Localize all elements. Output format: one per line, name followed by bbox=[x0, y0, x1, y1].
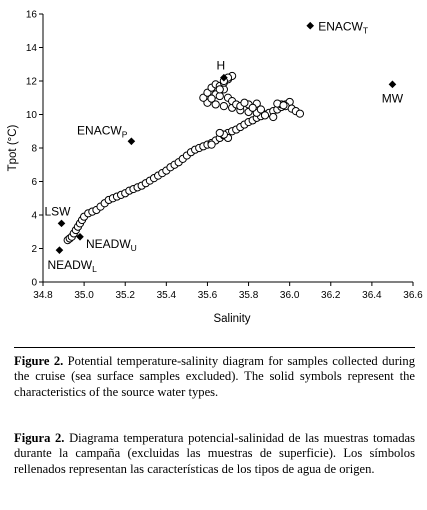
sample-point bbox=[207, 140, 216, 149]
sample-point bbox=[279, 101, 288, 110]
figure-caption-english: Figure 2. Potential temperature-salinity… bbox=[14, 354, 415, 400]
axes: 0 2 4 6 8 10 12 14 16 34.8 35.0 35.2 35.4 35.6 35.8 36.… bbox=[26, 10, 423, 302]
caption-figure-label: Figura 2. bbox=[14, 431, 65, 445]
x-tick-label: 36.6 bbox=[403, 290, 423, 301]
sample-point bbox=[295, 109, 305, 118]
caption-divider bbox=[14, 347, 415, 348]
y-tick-label: 10 bbox=[26, 110, 38, 121]
y-tick-label: 14 bbox=[26, 43, 38, 54]
sample-point bbox=[207, 94, 216, 103]
water-type-marker bbox=[306, 21, 315, 30]
y-tick-label: 6 bbox=[31, 177, 37, 188]
water-type-marker bbox=[388, 80, 397, 89]
water-type-label: H bbox=[217, 59, 226, 73]
sample-point bbox=[215, 85, 224, 94]
water-type-marker bbox=[57, 219, 66, 228]
water-type-marker bbox=[76, 232, 84, 241]
x-tick-label: 36.0 bbox=[280, 290, 300, 301]
water-type-label: NEADWU bbox=[86, 237, 137, 253]
x-tick-label: 36.4 bbox=[362, 290, 382, 301]
water-type-label: LSW bbox=[44, 204, 71, 218]
x-tick-label: 35.0 bbox=[74, 290, 94, 301]
sample-point bbox=[215, 128, 224, 138]
water-type-label: ENACWP bbox=[77, 123, 128, 139]
water-type-marker bbox=[55, 246, 64, 254]
caption-text: Potential temperature-salinity diagram f… bbox=[14, 354, 415, 399]
sample-point bbox=[215, 91, 224, 101]
ts-diagram: 0 2 4 6 8 10 12 14 16 34.8 35.0 35.2 35.4 35.6 35.8 36.… bbox=[7, 10, 423, 326]
y-tick-label: 16 bbox=[26, 10, 38, 21]
water-type-label: NEADWL bbox=[47, 258, 97, 274]
source-water-types: ENACWT H MW ENACWP LSW NEADWU NEADWL bbox=[44, 20, 403, 274]
x-tick-label: 35.4 bbox=[157, 290, 177, 301]
sample-point bbox=[269, 112, 278, 122]
y-tick-label: 8 bbox=[31, 144, 37, 155]
x-axis-label: Salinity bbox=[213, 313, 250, 325]
y-tick-label: 0 bbox=[31, 278, 37, 289]
caption-text: Diagrama temperatura potencial-salinidad… bbox=[14, 431, 415, 476]
water-type-label: ENACWT bbox=[318, 20, 368, 36]
caption-figure-label: Figure 2. bbox=[14, 354, 64, 368]
sample-point bbox=[256, 105, 265, 114]
sample-points bbox=[63, 71, 305, 245]
sample-point bbox=[219, 102, 228, 111]
water-type-label: MW bbox=[382, 91, 404, 105]
sample-point bbox=[260, 111, 270, 120]
x-tick-label: 35.2 bbox=[115, 290, 135, 301]
figure-caption-spanish: Figura 2. Diagrama temperatura potencial… bbox=[14, 431, 415, 477]
y-axis-label: Tpot (°C) bbox=[7, 124, 19, 171]
x-tick-label: 36.2 bbox=[321, 290, 341, 301]
y-tick-label: 2 bbox=[31, 244, 37, 255]
y-tick-label: 4 bbox=[31, 211, 37, 222]
x-tick-label: 35.8 bbox=[239, 290, 259, 301]
sample-point bbox=[248, 103, 257, 112]
y-tick-label: 12 bbox=[26, 77, 38, 88]
sample-point bbox=[211, 100, 220, 109]
water-type-marker bbox=[127, 137, 136, 146]
sample-point bbox=[240, 98, 249, 107]
water-type-marker bbox=[220, 73, 228, 82]
x-tick-label: 34.8 bbox=[33, 290, 53, 301]
x-tick-label: 35.6 bbox=[198, 290, 218, 301]
